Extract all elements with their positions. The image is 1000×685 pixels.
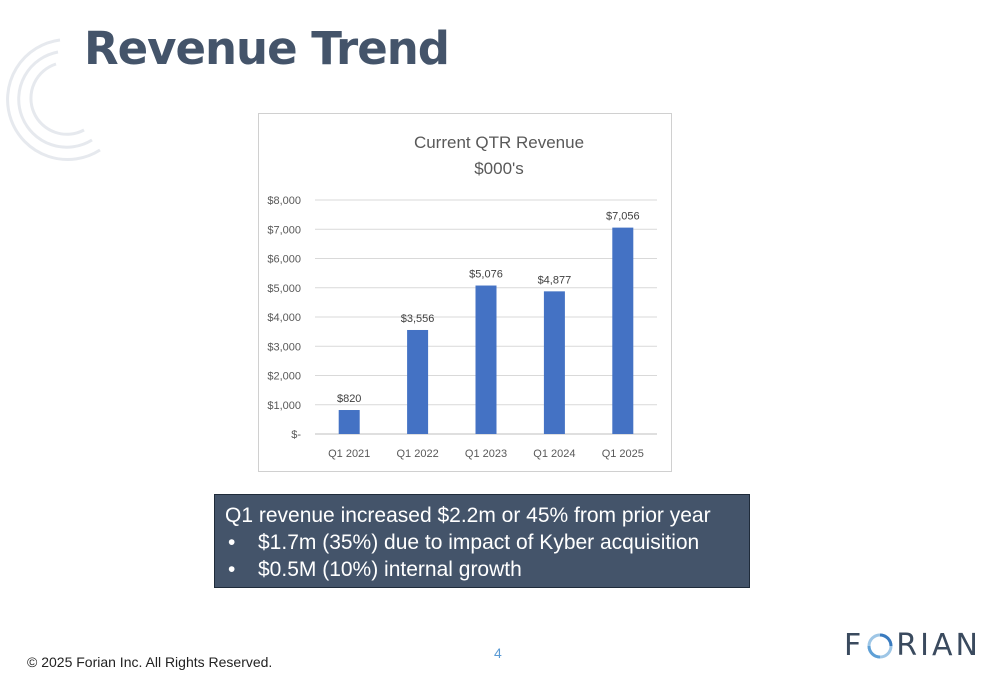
x-tick-label: Q1 2024 — [533, 448, 575, 460]
revenue-chart: Current QTR Revenue $000's $- $1,000 $2,00… — [258, 113, 672, 472]
x-tick-label: Q1 2025 — [602, 448, 644, 460]
revenue-callout: Q1 revenue increased $2.2m or 45% from p… — [214, 494, 750, 588]
copyright-text: © 2025 Forian Inc. All Rights Reserved. — [27, 654, 273, 670]
bar — [543, 291, 565, 434]
chart-title-line-1: Current QTR Revenue — [414, 133, 584, 152]
chart-canvas: Current QTR Revenue $000's $- $1,000 $2,00… — [267, 133, 657, 460]
bar — [338, 410, 360, 434]
decorative-arc-icon — [6, 38, 101, 161]
y-tick-label: $3,000 — [267, 341, 301, 353]
y-tick-label: $7,000 — [267, 224, 301, 236]
slide-title: Revenue Trend — [84, 22, 450, 75]
callout-bullet-list: $1.7m (35%) due to impact of Kyber acqui… — [225, 529, 739, 583]
callout-bullet: $1.7m (35%) due to impact of Kyber acqui… — [225, 529, 739, 556]
y-tick-label: $6,000 — [267, 254, 301, 266]
data-label: $4,877 — [538, 274, 572, 286]
x-tick-label: Q1 2021 — [328, 448, 370, 460]
chart-title-line-2: $000's — [474, 159, 524, 178]
y-tick-label: $- — [291, 429, 301, 441]
x-tick-label: Q1 2023 — [465, 448, 507, 460]
x-tick-label: Q1 2022 — [396, 448, 438, 460]
y-tick-label: $1,000 — [267, 400, 301, 412]
data-label: $3,556 — [401, 313, 435, 325]
forian-logo: F RIAN — [844, 628, 981, 663]
y-tick-label: $8,000 — [267, 195, 301, 207]
y-tick-label: $4,000 — [267, 312, 301, 324]
callout-headline: Q1 revenue increased $2.2m or 45% from p… — [225, 504, 711, 527]
page-number: 4 — [494, 645, 502, 661]
logo-text-end: RIAN — [896, 628, 981, 663]
bar — [475, 285, 497, 434]
callout-bullet: $0.5M (10%) internal growth — [225, 556, 739, 583]
data-label: $820 — [337, 393, 361, 405]
bar — [612, 227, 634, 434]
logo-o-mark-icon — [867, 633, 893, 658]
logo-text-start: F — [844, 628, 865, 663]
bar — [407, 329, 429, 434]
y-tick-label: $2,000 — [267, 371, 301, 383]
data-label: $7,056 — [606, 211, 640, 223]
data-label: $5,076 — [469, 269, 503, 281]
y-tick-label: $5,000 — [267, 283, 301, 295]
